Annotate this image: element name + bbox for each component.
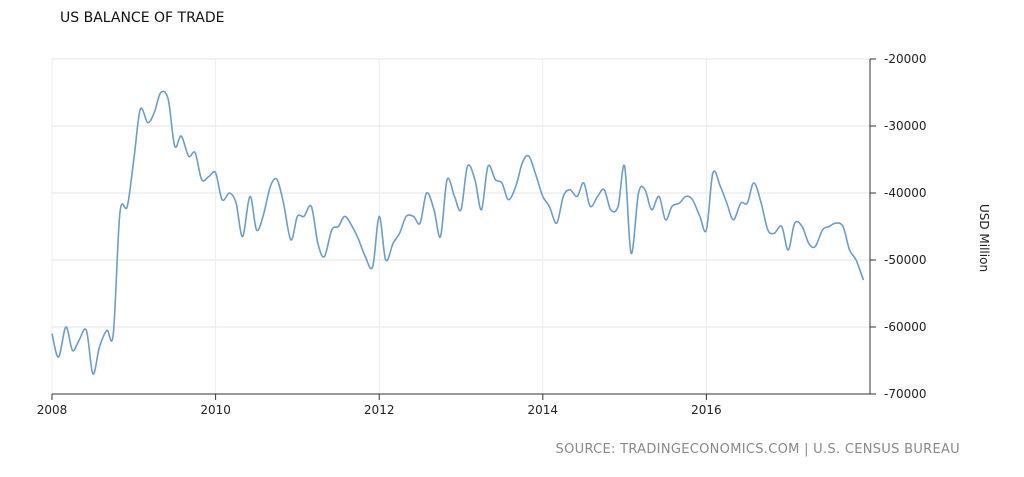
y-axis-label: USD Million [977,204,991,272]
x-tick-label: 2014 [528,403,559,417]
source-note: SOURCE: TRADINGECONOMICS.COM | U.S. CENS… [555,442,960,457]
x-axis: 2008 2010 2012 2014 2016 [37,393,870,417]
x-tick-label: 2008 [37,403,68,417]
y-tick-label: -40000 [884,186,927,200]
y-tick-label: -30000 [884,119,927,133]
x-tick-label: 2012 [364,403,395,417]
y-tick-label: -70000 [884,387,927,401]
chart-title: US BALANCE OF TRADE [60,10,225,26]
x-tick-label: 2010 [200,403,231,417]
x-tick-label: 2016 [691,403,722,417]
grid-lines [51,58,870,395]
y-tick-label: -60000 [884,320,927,334]
y-tick-label: -50000 [884,253,927,267]
y-tick-label: -20000 [884,52,927,66]
series-line [51,90,865,375]
y-axis: -20000 -30000 -40000 -50000 -60000 -70000 [869,52,927,401]
